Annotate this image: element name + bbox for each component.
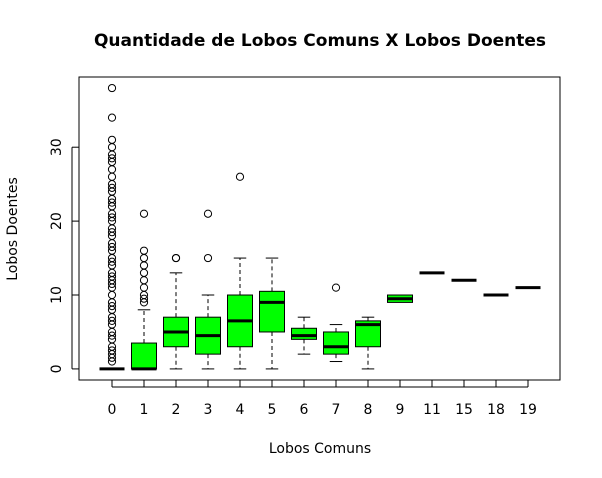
outlier-point [107, 165, 117, 174]
outlier-point [107, 213, 117, 222]
outlier-point [139, 209, 149, 218]
outlier-point [171, 253, 181, 263]
outlier-point [107, 113, 117, 122]
outlier-point [107, 316, 117, 325]
y-axis-label: Lobos Doentes [5, 177, 21, 281]
x-tick-label: 4 [236, 402, 245, 418]
y-tick-label: 10 [49, 286, 65, 304]
outlier-point [139, 261, 149, 270]
outlier-point [107, 198, 117, 207]
outlier-point [107, 172, 117, 181]
y-tick-label: 20 [49, 212, 65, 230]
x-tick-label: 8 [364, 402, 373, 418]
box-1 [131, 342, 157, 370]
x-tick-label: 19 [519, 402, 537, 418]
outlier-point [203, 253, 213, 263]
box-5 [259, 290, 285, 333]
outlier-point [107, 290, 117, 300]
outlier-point [107, 183, 117, 192]
x-tick-label: 1 [140, 402, 149, 418]
outlier-point [107, 346, 117, 355]
outlier-point [235, 172, 245, 181]
outlier-point [107, 154, 117, 163]
x-axis-label: Lobos Comuns [269, 441, 371, 457]
outlier-point [139, 276, 149, 285]
outlier-point [107, 242, 117, 252]
y-tick-label: 0 [49, 364, 65, 373]
outlier-point [331, 283, 341, 292]
plot-area: 0 10 20 30 0 1 2 3 4 5 6 7 8 9 11 15 18 19 [49, 76, 561, 418]
x-tick-label: 2 [172, 402, 181, 418]
outlier-point [139, 268, 149, 277]
outlier-point [139, 253, 149, 263]
outlier-point [107, 257, 117, 266]
x-tick-label: 0 [108, 402, 117, 418]
box-7 [323, 331, 349, 355]
outlier-point [107, 272, 117, 281]
outlier-point [203, 209, 213, 218]
outlier-point [107, 135, 117, 144]
x-tick-label: 18 [487, 402, 505, 418]
outlier-point [107, 228, 117, 237]
x-tick-label: 5 [268, 402, 277, 418]
chart-title: Quantidade de Lobos Comuns X Lobos Doent… [94, 31, 546, 51]
outlier-point [107, 301, 117, 311]
plot-frame [78, 76, 561, 381]
x-tick-label: 7 [332, 402, 341, 418]
x-tick-label: 15 [455, 402, 473, 418]
outlier-point [139, 246, 149, 255]
box-6 [291, 327, 317, 340]
x-tick-label: 11 [423, 402, 441, 418]
x-tick-label: 3 [204, 402, 213, 418]
outlier-point [139, 294, 149, 303]
x-tick-label: 6 [300, 402, 309, 418]
outlier-point [107, 143, 117, 152]
x-tick-label: 9 [396, 402, 405, 418]
y-tick-label: 30 [49, 138, 65, 156]
outlier-point [139, 283, 149, 292]
outlier-point [107, 331, 117, 340]
outlier-point [107, 83, 117, 93]
